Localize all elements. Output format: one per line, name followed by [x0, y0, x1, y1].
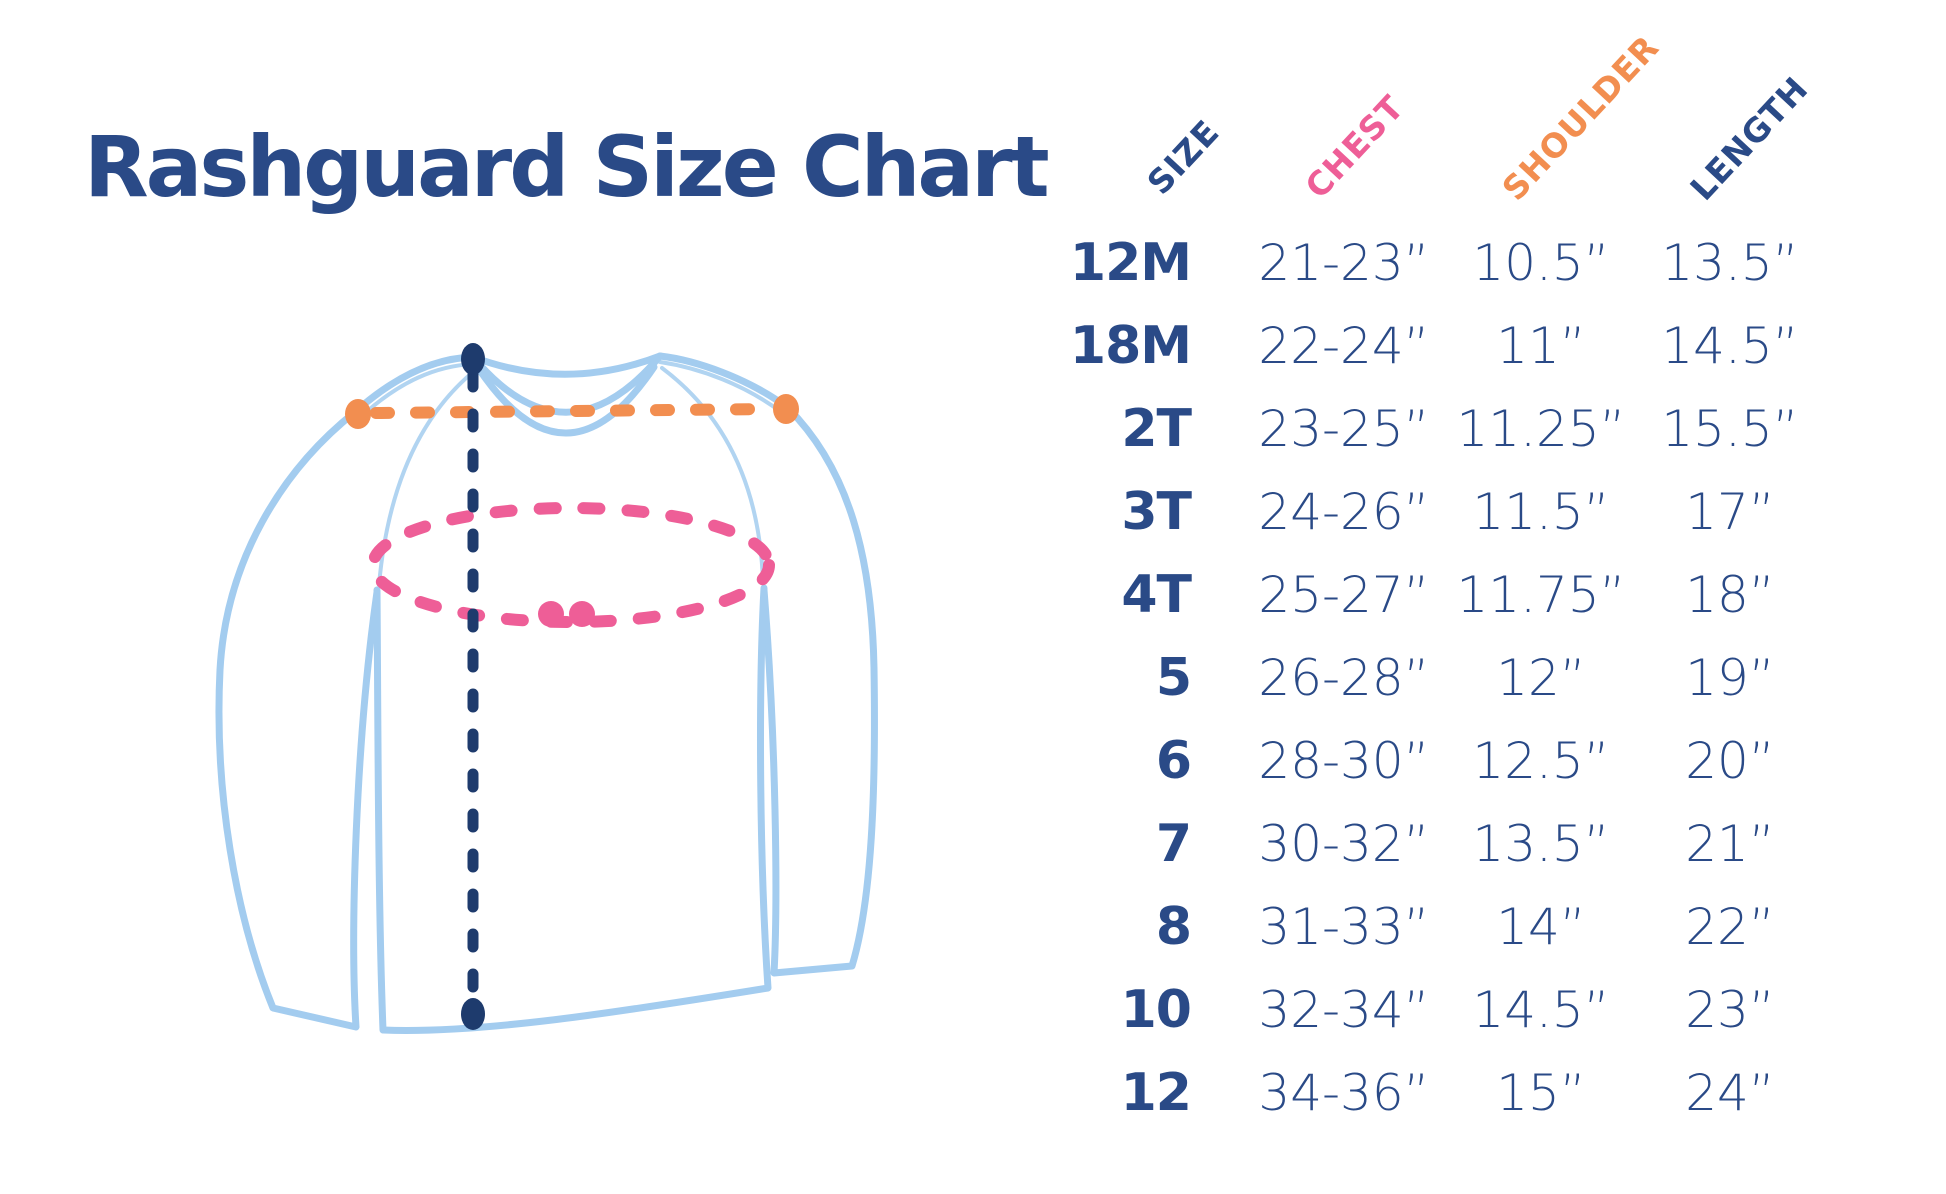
row-size-label: 6 [1155, 730, 1192, 791]
left-shoulder-seam [362, 362, 475, 416]
right-raglan-seam [660, 366, 765, 584]
cell-chest: 34-36” [1258, 1063, 1430, 1122]
row-size-label: 12 [1120, 1062, 1192, 1123]
cell-chest: 24-26” [1258, 482, 1430, 541]
right-sleeve [760, 404, 878, 977]
length-dot-top [461, 343, 485, 375]
size-table-rows: 12M 21-23” 10.5” 13.5” 18M 22-24” 11” 14.5” 2T 23… [1070, 221, 1875, 1134]
cell-shoulder: 12” [1496, 648, 1586, 707]
chest-dot-left [538, 601, 564, 627]
left-sleeve [215, 408, 381, 1031]
right-shoulder-edge [656, 352, 792, 412]
front-collar-outer [469, 352, 664, 416]
cell-chest: 30-32” [1258, 814, 1430, 873]
chest-measure [367, 502, 775, 628]
cell-length: 22” [1685, 897, 1775, 956]
cell-length: 18” [1685, 565, 1775, 624]
cell-shoulder: 13.5” [1472, 814, 1610, 873]
chest-measure-ellipse [367, 502, 775, 628]
cell-length: 23” [1685, 980, 1775, 1039]
cell-length: 15.5” [1661, 399, 1799, 458]
cell-length: 17” [1685, 482, 1775, 541]
front-collar-inner [475, 363, 658, 437]
shirt-outline [215, 352, 878, 1034]
back-neck-curve [469, 352, 664, 378]
cell-shoulder: 14” [1496, 897, 1586, 956]
right-shoulder-seam [658, 360, 783, 414]
cell-shoulder: 12.5” [1472, 731, 1610, 790]
shoulder-dot-right [773, 394, 799, 424]
length-measure [461, 343, 485, 1030]
row-size-label: 8 [1155, 896, 1192, 957]
cell-shoulder: 15” [1496, 1063, 1586, 1122]
cell-length: 19” [1685, 648, 1775, 707]
chest-dot-right [569, 601, 595, 627]
cell-chest: 23-25” [1258, 399, 1430, 458]
cell-length: 20” [1685, 731, 1775, 790]
row-size-label: 10 [1120, 979, 1192, 1040]
body [373, 584, 772, 1034]
cell-shoulder: 14.5” [1472, 980, 1610, 1039]
shoulder-dot-left [345, 399, 371, 429]
page-title: Rashguard Size Chart [84, 118, 1050, 216]
cell-shoulder: 11” [1496, 316, 1586, 375]
row-size-label: 5 [1155, 647, 1192, 708]
cell-length: 13.5” [1661, 233, 1799, 292]
left-raglan-seam [377, 370, 475, 587]
shoulder-measure [345, 394, 799, 429]
row-size-label: 3T [1121, 481, 1192, 542]
row-size-label: 18M [1069, 315, 1192, 376]
cell-chest: 28-30” [1258, 731, 1430, 790]
length-dot-bottom [461, 998, 485, 1030]
cell-shoulder: 11.5” [1472, 482, 1610, 541]
cell-chest: 26-28” [1258, 648, 1430, 707]
cell-chest: 31-33” [1258, 897, 1430, 956]
row-size-label: 4T [1121, 564, 1192, 625]
cell-length: 14.5” [1661, 316, 1799, 375]
cell-shoulder: 11.25” [1456, 399, 1626, 458]
cell-length: 21” [1685, 814, 1775, 873]
cell-shoulder: 10.5” [1472, 233, 1610, 292]
cell-chest: 22-24” [1258, 316, 1430, 375]
cell-chest: 32-34” [1258, 980, 1430, 1039]
cell-chest: 21-23” [1258, 233, 1430, 292]
cell-shoulder: 11.75” [1456, 565, 1626, 624]
row-size-label: 7 [1155, 813, 1192, 874]
shoulder-measure-line [370, 403, 776, 419]
row-size-label: 12M [1069, 232, 1192, 293]
cell-chest: 25-27” [1258, 565, 1430, 624]
row-size-label: 2T [1121, 398, 1192, 459]
cell-length: 24” [1685, 1063, 1775, 1122]
